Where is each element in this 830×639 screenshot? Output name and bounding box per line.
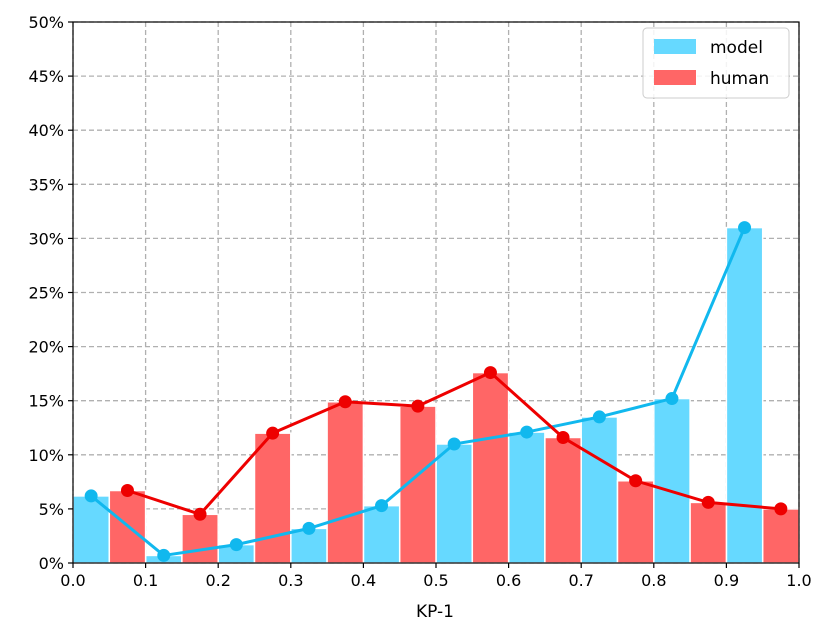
x-tick-label: 0.9 xyxy=(714,571,739,590)
point-model xyxy=(84,489,98,503)
bar-human xyxy=(471,371,510,564)
bar-model xyxy=(435,443,474,564)
x-tick-label: 0.2 xyxy=(205,571,230,590)
legend-swatch-model xyxy=(654,39,696,54)
point-human xyxy=(338,395,352,409)
x-tick-label: 0.5 xyxy=(423,571,448,590)
point-model xyxy=(447,437,461,451)
x-tick-label: 0.8 xyxy=(641,571,666,590)
bar-human xyxy=(253,432,292,564)
point-model xyxy=(157,548,171,562)
series-lines xyxy=(84,221,788,562)
bar-human xyxy=(326,401,365,564)
point-human xyxy=(701,495,715,509)
y-tick-label: 25% xyxy=(28,284,64,303)
x-tick-label: 0.4 xyxy=(351,571,376,590)
y-tick-label: 0% xyxy=(39,554,64,573)
x-tick-label: 0.1 xyxy=(133,571,158,590)
point-human xyxy=(774,502,788,516)
point-human xyxy=(556,430,570,444)
legend-label-model: model xyxy=(710,38,763,58)
y-tick-label: 35% xyxy=(28,175,64,194)
legend: model human xyxy=(642,27,790,99)
legend-label-human: human xyxy=(710,69,769,89)
point-human xyxy=(193,507,207,521)
point-human xyxy=(120,484,134,498)
point-model xyxy=(375,499,389,513)
point-human xyxy=(411,399,425,413)
x-tick-label: 0.7 xyxy=(568,571,593,590)
bar-human xyxy=(761,508,800,564)
axes: 0.0 0.1 0.2 0.3 0.4 0.5 0.6 0.7 0.8 0.9 1.0 0% 5% 10%… xyxy=(28,13,811,590)
bars xyxy=(72,226,800,564)
x-tick-label: 1.0 xyxy=(786,571,811,590)
x-tick-label: 0.6 xyxy=(496,571,521,590)
bar-model xyxy=(507,431,546,564)
bar-human xyxy=(616,480,655,564)
point-model xyxy=(665,392,679,406)
y-tick-label: 20% xyxy=(28,338,64,357)
y-tick-label: 15% xyxy=(28,392,64,411)
line-human xyxy=(126,370,781,517)
bar-model xyxy=(653,397,691,564)
bar-model xyxy=(580,416,619,564)
y-tick-label: 50% xyxy=(28,13,64,32)
bar-model xyxy=(725,226,764,564)
point-human xyxy=(629,474,643,488)
y-tick-label: 40% xyxy=(28,121,64,140)
bar-model xyxy=(362,504,401,564)
x-tick-label: 0.3 xyxy=(278,571,303,590)
x-axis-title: KP-1 xyxy=(416,602,454,622)
bar-human xyxy=(181,513,219,564)
point-model xyxy=(520,425,534,439)
y-tick-label: 30% xyxy=(28,229,64,248)
line-model xyxy=(90,226,746,558)
point-model xyxy=(738,221,752,235)
point-model xyxy=(592,410,606,424)
point-model xyxy=(302,521,316,535)
legend-swatch-human xyxy=(654,70,696,85)
bar-human xyxy=(689,501,728,564)
x-tick-label: 0.0 xyxy=(60,571,85,590)
y-tick-label: 45% xyxy=(28,67,64,86)
point-human xyxy=(266,426,280,440)
point-model xyxy=(229,538,243,552)
bar-human xyxy=(544,436,582,564)
y-tick-label: 5% xyxy=(39,500,64,519)
point-human xyxy=(483,366,497,380)
y-tick-label: 10% xyxy=(28,446,64,465)
